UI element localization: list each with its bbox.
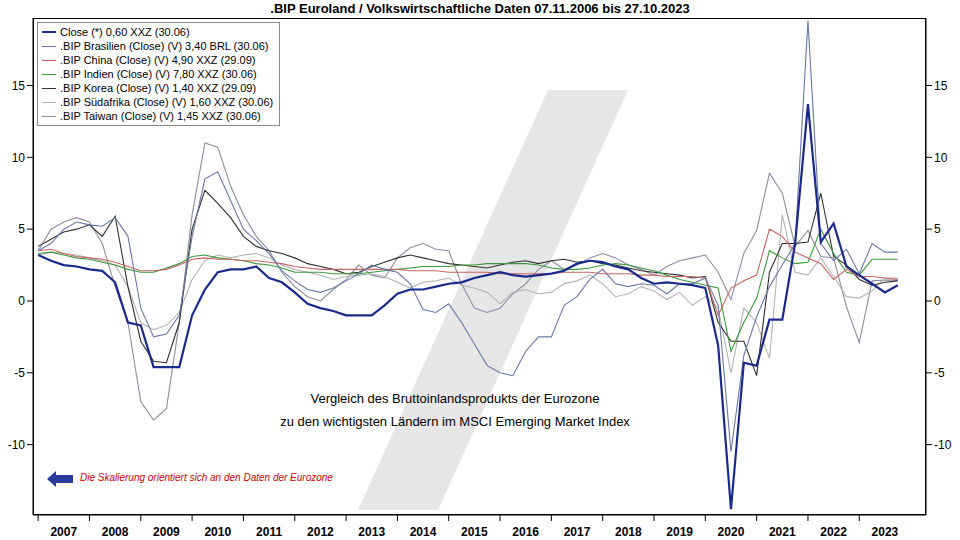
svg-text:0: 0 [934,294,941,308]
svg-text:2019: 2019 [666,525,693,539]
svg-text:2016: 2016 [512,525,539,539]
svg-text:2022: 2022 [820,525,847,539]
html-text:.BIP Taiwan (Close) (V) 1,45 X: .BIP Taiwan (Close) (V) 1,45 XXZ (30.06) [60,110,261,122]
svg-text:2013: 2013 [358,525,385,539]
svg-text:2012: 2012 [307,525,334,539]
svg-text:2015: 2015 [461,525,488,539]
svg-text:2023: 2023 [872,525,899,539]
html-text:.BIP Euroland / Volkswirtschaf: .BIP Euroland / Volkswirtschaftliche Dat… [270,1,690,16]
html-text:.BIP China (Close) (V) 4,90 XX: .BIP China (Close) (V) 4,90 XXZ (29.09) [60,54,256,66]
svg-text:5: 5 [934,222,941,236]
svg-text:2018: 2018 [615,525,642,539]
html-text:Close (*) 0,60 XXZ (30.06): Close (*) 0,60 XXZ (30.06) [60,26,190,38]
html-text:zu den wichtigsten Ländern im: zu den wichtigsten Ländern im MSCI Emerg… [280,414,630,429]
svg-text:-5: -5 [934,366,945,380]
svg-text:5: 5 [18,222,25,236]
svg-text:2014: 2014 [410,525,437,539]
svg-text:15: 15 [934,79,948,93]
svg-text:2009: 2009 [153,525,180,539]
svg-text:10: 10 [12,151,26,165]
svg-text:15: 15 [12,79,26,93]
html-text:.BIP Korea (Close) (V) 1,40 XX: .BIP Korea (Close) (V) 1,40 XXZ (29.09) [60,82,256,94]
svg-text:2010: 2010 [204,525,231,539]
html-text:.BIP Brasilien (Close) (V) 3,4: .BIP Brasilien (Close) (V) 3,40 BRL (30.… [60,40,269,52]
html-text:.BIP Südafrika (Close) (V) 1,6: .BIP Südafrika (Close) (V) 1,60 XXZ (30.… [60,96,274,108]
svg-text:2020: 2020 [718,525,745,539]
svg-text:-5: -5 [14,366,25,380]
html-text:Vergleich des Bruttoinlandspro: Vergleich des Bruttoinlandsprodukts der … [310,391,600,406]
svg-text:2011: 2011 [256,525,282,539]
svg-text:10: 10 [934,151,948,165]
svg-text:2008: 2008 [102,525,129,539]
svg-text:-10: -10 [8,438,25,452]
svg-text:2017: 2017 [564,525,591,539]
html-text:Die Skalierung orientiert sich: Die Skalierung orientiert sich an den Da… [80,472,333,483]
svg-text:0: 0 [18,294,25,308]
svg-text:2021: 2021 [769,525,796,539]
svg-text:2007: 2007 [50,525,77,539]
html-text:.BIP Indien (Close) (V) 7,80 X: .BIP Indien (Close) (V) 7,80 XXZ (30.06) [60,68,257,80]
svg-text:-10: -10 [934,438,952,452]
